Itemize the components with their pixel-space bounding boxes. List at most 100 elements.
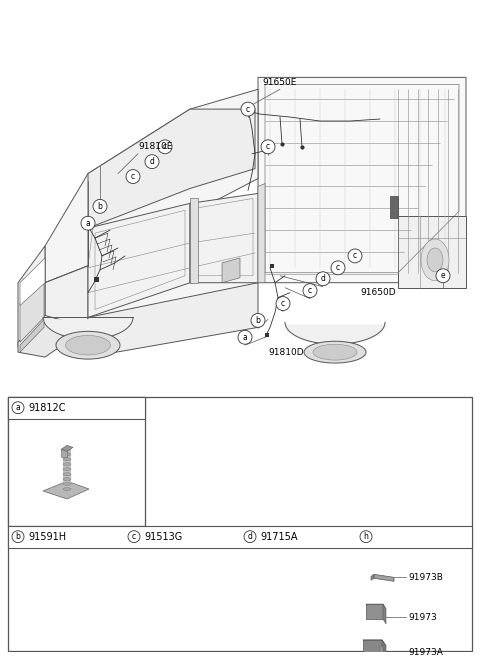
Text: c: c: [308, 286, 312, 295]
Circle shape: [238, 330, 252, 344]
Circle shape: [81, 216, 95, 230]
Polygon shape: [43, 481, 89, 499]
Circle shape: [303, 284, 317, 298]
Text: b: b: [255, 316, 261, 325]
Polygon shape: [18, 246, 45, 347]
Circle shape: [261, 140, 275, 154]
Ellipse shape: [63, 468, 71, 470]
Text: 91513G: 91513G: [144, 532, 182, 541]
Text: c: c: [266, 143, 270, 151]
Bar: [61, 449, 67, 457]
Circle shape: [12, 531, 24, 543]
Text: c: c: [131, 172, 135, 181]
Bar: [8, 397, 145, 526]
Bar: [8, 526, 472, 547]
Polygon shape: [18, 315, 88, 357]
Text: d: d: [150, 157, 155, 166]
Bar: [265, 333, 269, 337]
Text: 91812C: 91812C: [28, 403, 65, 413]
Text: 91973B: 91973B: [408, 573, 443, 582]
Text: d: d: [248, 532, 252, 541]
Polygon shape: [88, 109, 255, 228]
Polygon shape: [374, 574, 394, 581]
Polygon shape: [371, 574, 374, 580]
Circle shape: [251, 313, 265, 327]
Text: 91973: 91973: [408, 612, 437, 622]
Text: 91810D: 91810D: [268, 348, 304, 357]
Polygon shape: [190, 198, 198, 283]
Text: b: b: [97, 202, 102, 211]
Circle shape: [316, 272, 330, 286]
Polygon shape: [366, 604, 383, 619]
Text: 91973A: 91973A: [408, 648, 443, 657]
Bar: [63, 449, 71, 489]
Circle shape: [126, 170, 140, 183]
Bar: [380, 646, 383, 654]
Polygon shape: [363, 640, 382, 657]
Text: 91810E: 91810E: [138, 143, 172, 151]
Ellipse shape: [63, 472, 71, 476]
Text: c: c: [281, 299, 285, 308]
Ellipse shape: [63, 463, 71, 466]
Polygon shape: [366, 604, 386, 609]
Bar: [94, 277, 99, 282]
Circle shape: [360, 531, 372, 543]
Circle shape: [145, 155, 159, 169]
Circle shape: [12, 401, 24, 414]
Polygon shape: [20, 258, 45, 306]
Bar: [8, 397, 145, 419]
Ellipse shape: [421, 239, 449, 281]
Polygon shape: [20, 319, 44, 352]
Polygon shape: [20, 273, 44, 342]
Ellipse shape: [304, 341, 366, 363]
Polygon shape: [383, 604, 386, 624]
Ellipse shape: [66, 336, 110, 355]
Text: c: c: [336, 263, 340, 273]
Ellipse shape: [313, 344, 357, 360]
Ellipse shape: [63, 453, 71, 456]
Circle shape: [158, 140, 172, 154]
Ellipse shape: [63, 487, 71, 491]
Text: 91650D: 91650D: [360, 288, 396, 297]
Text: a: a: [242, 333, 247, 342]
Text: a: a: [16, 403, 20, 412]
Text: h: h: [363, 532, 369, 541]
Ellipse shape: [416, 233, 454, 287]
Text: d: d: [321, 274, 325, 283]
Circle shape: [276, 296, 290, 311]
Polygon shape: [222, 258, 240, 283]
Polygon shape: [258, 183, 265, 283]
Ellipse shape: [63, 483, 71, 486]
Text: c: c: [132, 532, 136, 541]
Polygon shape: [45, 228, 258, 317]
Polygon shape: [398, 216, 466, 288]
Circle shape: [331, 261, 345, 275]
Bar: [270, 264, 274, 268]
Circle shape: [241, 102, 255, 116]
Text: c: c: [353, 252, 357, 260]
Polygon shape: [61, 445, 73, 451]
Polygon shape: [258, 78, 466, 283]
Circle shape: [93, 199, 107, 214]
Polygon shape: [390, 196, 398, 218]
Text: e: e: [441, 271, 445, 281]
Circle shape: [244, 531, 256, 543]
Circle shape: [128, 531, 140, 543]
Polygon shape: [382, 640, 386, 657]
Text: a: a: [85, 219, 90, 228]
Polygon shape: [363, 640, 386, 646]
Circle shape: [348, 249, 362, 263]
Text: c: c: [163, 143, 167, 151]
Ellipse shape: [427, 248, 443, 272]
Polygon shape: [45, 89, 258, 283]
Polygon shape: [190, 193, 258, 283]
Ellipse shape: [63, 478, 71, 481]
Text: 91715A: 91715A: [260, 532, 298, 541]
Text: 91591H: 91591H: [28, 532, 66, 541]
Polygon shape: [88, 204, 190, 317]
Polygon shape: [45, 266, 88, 327]
Ellipse shape: [56, 331, 120, 359]
Ellipse shape: [63, 458, 71, 461]
Text: c: c: [246, 104, 250, 114]
Circle shape: [436, 269, 450, 283]
